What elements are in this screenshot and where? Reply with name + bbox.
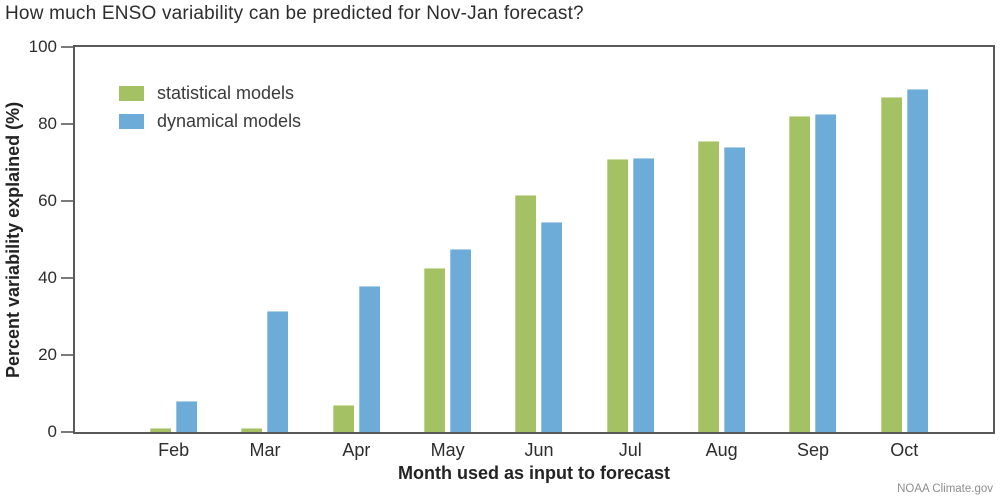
y-axis-title: Percent variability explained (%) bbox=[3, 101, 23, 378]
attribution: NOAA Climate.gov bbox=[897, 483, 993, 495]
bar-group-apr bbox=[311, 47, 402, 432]
x-tick-label-feb: Feb bbox=[158, 440, 190, 460]
legend-swatch-dynamical bbox=[119, 114, 144, 129]
bar-group-mar bbox=[219, 47, 310, 432]
x-tick-label-may: May bbox=[430, 440, 465, 460]
plot-area: 0 20 40 60 80 100 statistical models dynamica… bbox=[29, 37, 995, 441]
bar-dynamical-oct bbox=[906, 89, 928, 432]
y-tick-label-60: 60 bbox=[38, 191, 57, 210]
y-tick-label-0: 0 bbox=[47, 422, 57, 441]
x-tick-label-mar: Mar bbox=[249, 440, 281, 460]
bar-group-may bbox=[402, 47, 493, 432]
x-tick-label-jul: Jul bbox=[618, 440, 642, 460]
y-tick-mark-100 bbox=[61, 46, 73, 48]
x-tick-label-aug: Aug bbox=[705, 440, 738, 460]
y-tick-mark-0 bbox=[61, 431, 73, 433]
bar-statistical-sep bbox=[789, 116, 811, 432]
y-tick-label-40: 40 bbox=[38, 268, 57, 287]
bar-group-jul bbox=[585, 47, 676, 432]
bar-dynamical-sep bbox=[815, 114, 837, 432]
bar-statistical-aug bbox=[698, 141, 720, 432]
x-axis-title: Month used as input to forecast bbox=[397, 463, 670, 483]
bar-group-feb bbox=[128, 47, 219, 432]
bar-group-sep bbox=[767, 47, 858, 432]
x-axis-labels: Feb Mar Apr May Jun Jul Aug Sep Oct bbox=[75, 440, 993, 462]
bar-statistical-jul bbox=[606, 159, 628, 432]
bar-dynamical-feb bbox=[176, 401, 198, 432]
x-tick-label-sep: Sep bbox=[796, 440, 829, 460]
bars-layer bbox=[75, 47, 993, 432]
bar-group-jun bbox=[493, 47, 584, 432]
bar-group-aug bbox=[676, 47, 767, 432]
legend-label-statistical: statistical models bbox=[157, 83, 295, 103]
bar-statistical-oct bbox=[880, 97, 902, 432]
bar-statistical-may bbox=[424, 268, 446, 432]
bar-dynamical-jul bbox=[632, 157, 654, 432]
legend-label-dynamical: dynamical models bbox=[157, 111, 302, 131]
x-tick-label-jun: Jun bbox=[524, 440, 554, 460]
bar-dynamical-apr bbox=[358, 285, 380, 432]
y-tick-mark-60 bbox=[61, 200, 73, 202]
y-tick-label-100: 100 bbox=[28, 37, 57, 56]
bar-statistical-feb bbox=[150, 428, 172, 432]
x-tick-label-oct: Oct bbox=[890, 440, 919, 460]
bar-dynamical-aug bbox=[724, 147, 746, 432]
bar-dynamical-may bbox=[450, 249, 472, 432]
bar-statistical-mar bbox=[241, 428, 263, 432]
chart-title: How much ENSO variability can be predict… bbox=[5, 3, 584, 24]
y-tick-label-20: 20 bbox=[38, 345, 57, 364]
y-axis-ticks: 0 20 40 60 80 100 bbox=[29, 37, 993, 441]
y-tick-mark-40 bbox=[61, 277, 73, 279]
legend-swatch-statistical bbox=[119, 86, 144, 101]
bar-group-oct bbox=[859, 47, 950, 432]
bar-dynamical-mar bbox=[267, 310, 289, 432]
bar-dynamical-jun bbox=[541, 222, 563, 432]
legend-item-dynamical: dynamical models bbox=[119, 111, 301, 132]
y-tick-mark-20 bbox=[61, 354, 73, 356]
legend-item-statistical: statistical models bbox=[119, 83, 301, 104]
legend: statistical models dynamical models bbox=[119, 83, 301, 132]
x-tick-label-apr: Apr bbox=[342, 440, 371, 460]
y-tick-label-80: 80 bbox=[38, 114, 57, 133]
bar-statistical-jun bbox=[515, 195, 537, 432]
y-tick-mark-80 bbox=[61, 123, 73, 125]
bar-statistical-apr bbox=[332, 405, 354, 432]
